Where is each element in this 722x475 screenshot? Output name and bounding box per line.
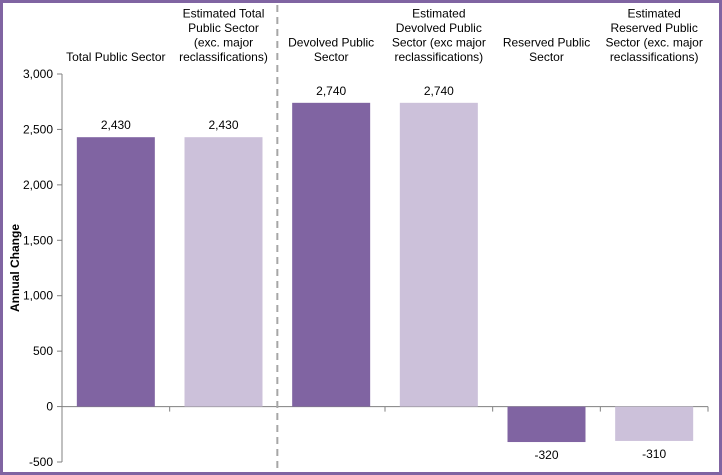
data-label: -320 [534,448,558,462]
bar [615,406,694,441]
category-label: Estimated Reserved Public Sector (exc. maj… [605,7,702,65]
y-tick-label: 500 [33,344,53,358]
category-label: Estimated Total Public Sector (exc. major r… [179,7,268,65]
data-label: 2,740 [316,84,346,98]
y-tick-label: 1,500 [23,233,53,247]
y-tick-label: -500 [29,455,53,469]
y-tick-label: 2,000 [23,178,53,192]
data-label: 2,740 [424,84,454,98]
y-tick-label: 1,000 [23,289,53,303]
y-tick-label: 2,500 [23,122,53,136]
bar [76,137,155,407]
y-tick-label: 3,000 [23,67,53,81]
category-label: Devolved Public Sector [288,36,374,65]
data-label: -310 [642,447,666,461]
y-axis-title: Annual Change [8,224,22,312]
data-label: 2,430 [101,118,131,132]
category-label: Estimated Devolved Public Sector (exc majo… [392,7,486,65]
category-label: Reserved Public Sector [503,36,590,65]
bar [507,406,586,443]
bar [399,102,478,407]
bar [292,102,371,407]
data-label: 2,430 [208,118,238,132]
category-label: Total Public Sector [66,50,165,64]
bar [184,137,263,407]
y-tick-label: 0 [46,400,53,414]
